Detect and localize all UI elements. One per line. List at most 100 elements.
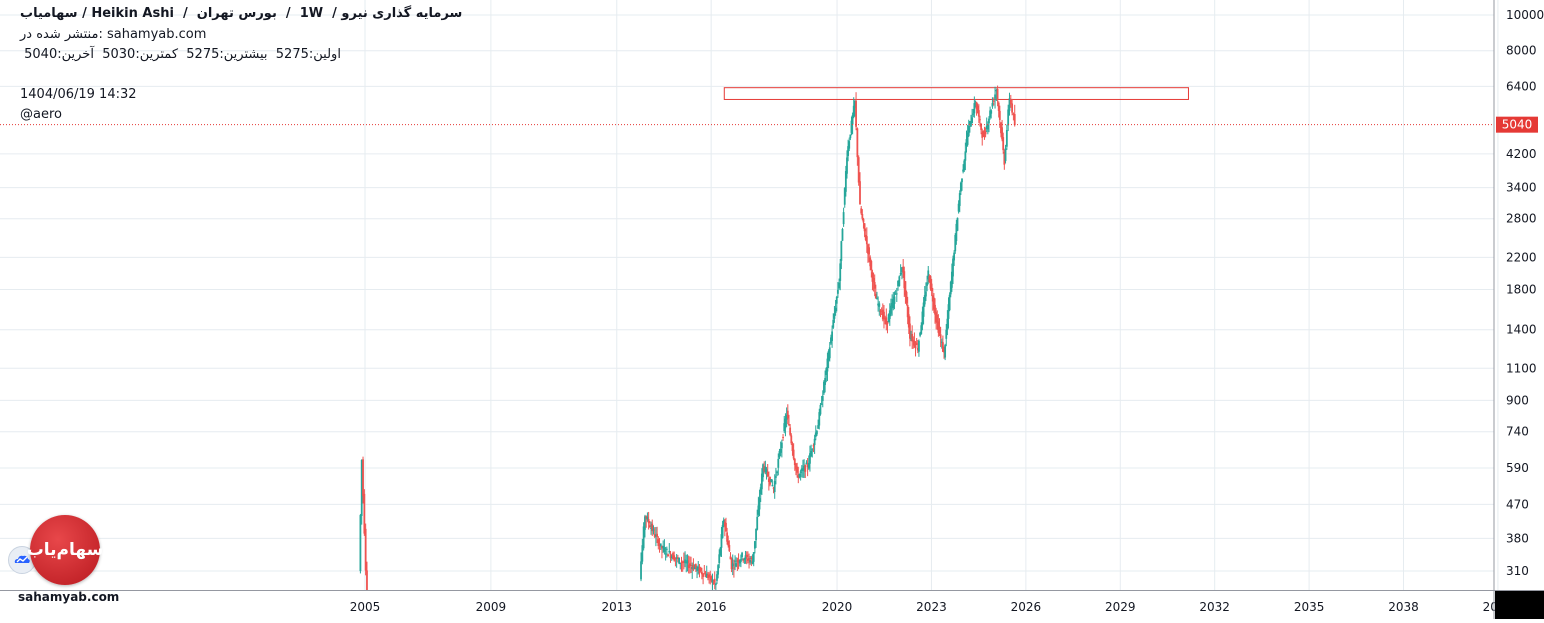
candle-body xyxy=(919,332,921,336)
candle-body xyxy=(774,476,777,478)
candle-body xyxy=(861,213,864,219)
candle-body xyxy=(893,296,896,304)
candle-body xyxy=(1007,109,1010,126)
candle-body xyxy=(1001,127,1003,140)
candle-body xyxy=(916,347,919,351)
candle-body xyxy=(986,124,989,130)
y-tick-label: 590 xyxy=(1506,461,1529,475)
candle-body xyxy=(940,341,943,343)
candle-body xyxy=(813,438,816,446)
x-tick-label: 2016 xyxy=(696,600,727,614)
candle-body xyxy=(1008,98,1011,111)
candle-body xyxy=(762,464,764,478)
candle-body xyxy=(727,540,730,546)
candle-body xyxy=(833,313,836,319)
candle-body xyxy=(773,480,776,493)
author-handle[interactable]: @aero xyxy=(20,107,62,122)
candle-body xyxy=(874,293,877,299)
candle-body xyxy=(952,258,954,277)
footer-site-link[interactable]: sahamyab.com xyxy=(18,590,120,604)
candle-body xyxy=(716,574,718,581)
candle-body xyxy=(676,557,679,559)
candle-body xyxy=(1013,114,1016,126)
candle-body xyxy=(937,321,940,333)
candle-body xyxy=(869,257,872,267)
candle-body xyxy=(681,561,684,563)
candle-body xyxy=(992,100,995,102)
candle-body xyxy=(654,535,657,537)
candle-body xyxy=(851,115,854,125)
candle-body xyxy=(820,403,823,405)
candle-body xyxy=(1011,103,1014,113)
candle-body xyxy=(826,358,829,372)
candle-body xyxy=(941,342,944,352)
candle-body xyxy=(888,310,891,320)
candle-body xyxy=(717,565,720,575)
candle-body xyxy=(703,573,706,575)
candle-body xyxy=(708,574,711,578)
candle-body xyxy=(692,564,695,570)
candle-body xyxy=(721,525,724,538)
candle-body xyxy=(956,217,959,231)
candle-body xyxy=(980,124,983,130)
x-tick-label: 2029 xyxy=(1105,600,1136,614)
y-tick-label: 2800 xyxy=(1506,212,1537,226)
candle-body xyxy=(892,299,895,309)
sahamyab-logo-icon[interactable]: سهام‌یاب xyxy=(27,515,103,585)
candle-body xyxy=(903,271,906,289)
candle-body xyxy=(840,241,843,261)
candle-body xyxy=(793,458,796,466)
candle-body xyxy=(912,339,915,341)
y-tick-label: 10000 xyxy=(1506,8,1544,22)
candle-body xyxy=(967,126,970,136)
candle-body xyxy=(359,515,362,572)
candle-body xyxy=(714,583,717,586)
candle-body xyxy=(697,566,700,571)
last-price-badge xyxy=(1496,116,1538,133)
candle-body xyxy=(641,545,644,562)
candle-body xyxy=(764,466,767,472)
candle-body xyxy=(922,302,925,317)
candle-body xyxy=(968,121,971,125)
candle-body xyxy=(707,575,709,579)
candle-body xyxy=(360,460,363,516)
candle-body xyxy=(996,89,999,101)
candle-body xyxy=(737,559,740,563)
candle-body xyxy=(894,293,897,295)
candle-body xyxy=(642,526,645,549)
candle-body xyxy=(878,303,881,307)
candle-body xyxy=(920,325,923,335)
candle-body xyxy=(849,134,852,139)
candle-body xyxy=(685,562,688,564)
candle-body xyxy=(901,267,903,273)
candle-body xyxy=(886,321,889,325)
candle-body xyxy=(758,498,761,510)
candle-body xyxy=(834,307,837,313)
candle-body xyxy=(825,368,828,375)
candle-body xyxy=(910,338,912,340)
candle-body xyxy=(736,560,739,562)
candle-body xyxy=(789,427,792,435)
candle-body xyxy=(827,350,830,361)
candle-body xyxy=(823,381,825,394)
candle-body xyxy=(852,105,855,118)
candle-body xyxy=(931,295,934,302)
candle-body xyxy=(730,558,733,570)
candle-body xyxy=(652,529,655,531)
candle-body xyxy=(966,132,969,145)
candle-body xyxy=(735,563,738,567)
candle-body xyxy=(792,449,795,459)
candle-body xyxy=(759,487,762,495)
candle-body xyxy=(873,282,876,289)
candle-body xyxy=(946,318,949,330)
candle-body xyxy=(816,431,818,435)
candle-body xyxy=(767,478,770,482)
candle-body xyxy=(994,94,996,99)
candle-body xyxy=(741,552,743,558)
candle-body xyxy=(838,282,840,289)
candle-body xyxy=(648,525,651,528)
candle-body xyxy=(723,522,726,527)
